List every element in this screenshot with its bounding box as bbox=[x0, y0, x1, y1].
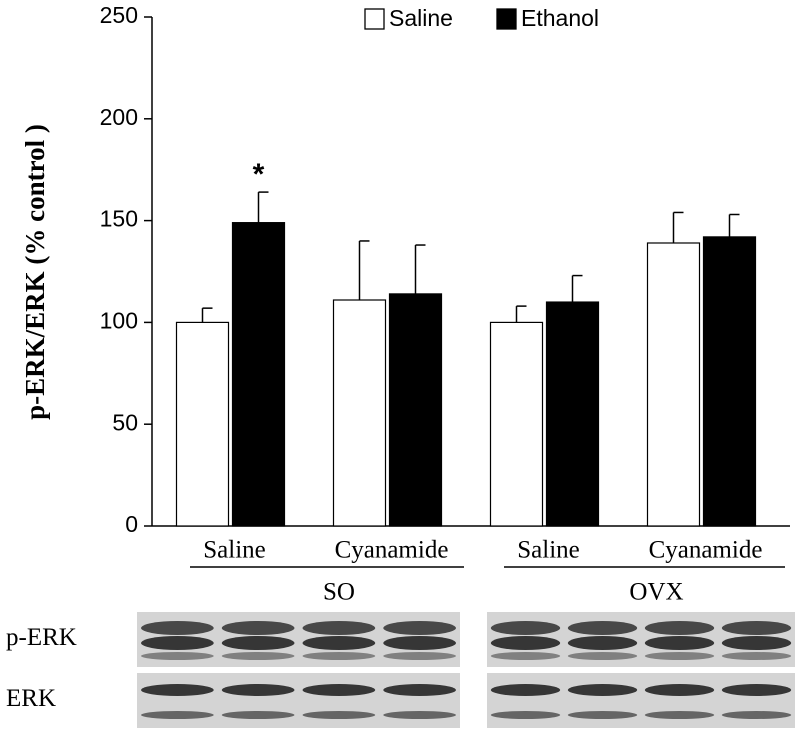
blot-band bbox=[383, 684, 456, 696]
blot-band bbox=[567, 636, 638, 650]
x-tick-label: Cyanamide bbox=[649, 537, 763, 564]
blot-band bbox=[221, 652, 295, 660]
blot-band bbox=[490, 621, 561, 635]
blot-band bbox=[141, 652, 214, 660]
blot-row-label: ERK bbox=[6, 685, 56, 712]
blot-band bbox=[644, 711, 715, 719]
blot-band bbox=[141, 684, 214, 696]
blot-band bbox=[567, 621, 638, 635]
blot-band bbox=[721, 652, 792, 660]
blot-band bbox=[302, 711, 376, 719]
blot-band bbox=[383, 652, 456, 660]
blot-band bbox=[383, 636, 456, 650]
y-tick-label: 150 bbox=[100, 206, 138, 232]
y-tick-label: 100 bbox=[100, 307, 138, 333]
blot-band bbox=[644, 684, 715, 696]
blot-band bbox=[383, 711, 456, 719]
blot-band bbox=[302, 684, 376, 696]
y-tick-label: 0 bbox=[125, 511, 138, 537]
blot-band bbox=[383, 621, 456, 635]
blot-band bbox=[221, 711, 295, 719]
blot-panel bbox=[137, 673, 460, 728]
blot-band bbox=[302, 652, 376, 660]
blot-band bbox=[221, 636, 295, 650]
blot-band bbox=[490, 636, 561, 650]
legend-swatch bbox=[364, 8, 385, 30]
blot-band bbox=[567, 652, 638, 660]
blot-band bbox=[490, 711, 561, 719]
bar bbox=[545, 301, 600, 527]
blot-band bbox=[721, 684, 792, 696]
blot-band bbox=[141, 636, 214, 650]
y-tick-label: 50 bbox=[112, 409, 138, 435]
bar bbox=[646, 242, 701, 527]
blot-band bbox=[721, 711, 792, 719]
bar bbox=[175, 321, 230, 527]
blot-band bbox=[721, 621, 792, 635]
blot-band bbox=[644, 636, 715, 650]
legend-swatch bbox=[496, 8, 517, 30]
blot-band bbox=[141, 621, 214, 635]
blot-band bbox=[644, 621, 715, 635]
group-label: SO bbox=[323, 579, 355, 606]
y-tick-label: 250 bbox=[100, 2, 138, 28]
legend-label: Ethanol bbox=[521, 5, 599, 31]
blot-band bbox=[490, 652, 561, 660]
bar bbox=[231, 222, 286, 527]
y-axis-label: p-ERK/ERK (% control ) bbox=[20, 124, 50, 420]
blot-band bbox=[221, 621, 295, 635]
blot-panel bbox=[487, 673, 795, 728]
x-tick-label: Saline bbox=[203, 537, 266, 564]
bar bbox=[332, 299, 387, 527]
group-label: OVX bbox=[629, 579, 683, 606]
x-tick-label: Cyanamide bbox=[335, 537, 449, 564]
blot-band bbox=[302, 621, 376, 635]
blot-band bbox=[141, 711, 214, 719]
western-blots bbox=[137, 612, 795, 728]
bar bbox=[702, 236, 757, 527]
x-tick-label: Saline bbox=[517, 537, 580, 564]
blot-band bbox=[567, 711, 638, 719]
blot-band bbox=[490, 684, 561, 696]
legend-label: Saline bbox=[389, 5, 453, 31]
y-tick-label: 200 bbox=[100, 104, 138, 130]
blot-band bbox=[567, 684, 638, 696]
bar bbox=[489, 321, 544, 527]
blot-row-label: p-ERK bbox=[6, 624, 77, 651]
blot-band bbox=[221, 684, 295, 696]
bar bbox=[388, 293, 443, 527]
blot-band bbox=[302, 636, 376, 650]
annotation: * bbox=[253, 158, 265, 191]
blot-band bbox=[721, 636, 792, 650]
blot-band bbox=[644, 652, 715, 660]
